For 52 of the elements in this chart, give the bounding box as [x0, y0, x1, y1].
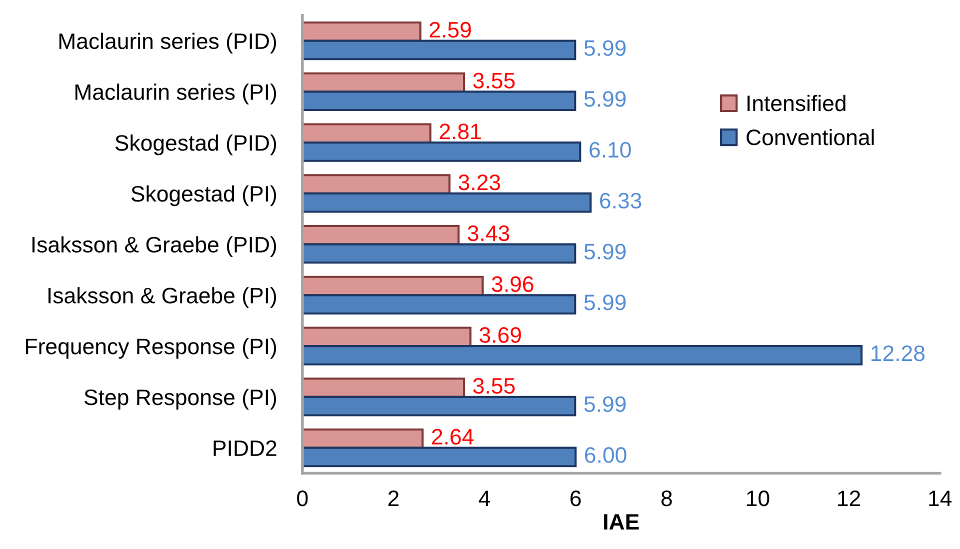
data-label: 5.99: [584, 244, 626, 260]
data-label: 3.69: [480, 327, 521, 343]
y-tick-label: Skogestad (PID): [115, 134, 276, 156]
data-label: 6.00: [585, 447, 626, 463]
data-label: 5.99: [584, 396, 626, 412]
bar: [302, 345, 863, 366]
y-tick-label: Maclaurin series (PI): [75, 84, 276, 104]
bar: [302, 396, 576, 416]
data-label: 6.33: [600, 192, 642, 209]
data-label: 12.28: [872, 345, 925, 362]
data-label: 6.10: [590, 142, 631, 158]
data-label: 3.23: [458, 174, 500, 190]
bar: [302, 21, 422, 42]
bar: [302, 294, 576, 315]
x-tick-label: 14: [929, 490, 952, 506]
x-tick-label: 0: [297, 490, 308, 506]
data-label: 5.99: [584, 294, 626, 310]
bar: [302, 142, 582, 162]
y-tick-label: Maclaurin series (PID): [59, 32, 276, 54]
y-tick-label: Isaksson & Graebe (PI): [48, 287, 276, 308]
data-label: 3.55: [473, 378, 515, 394]
bar: [302, 40, 576, 60]
y-tick-label: PIDD2: [214, 440, 276, 456]
x-tick-label: 4: [478, 490, 490, 506]
legend-label: Intensified: [748, 94, 846, 112]
bar: [302, 224, 460, 246]
y-tick-label: Skogestad (PI): [131, 185, 276, 206]
y-tick-label: Frequency Response (PI): [26, 338, 276, 359]
data-label: 3.96: [492, 276, 534, 292]
data-label: 2.81: [440, 124, 481, 140]
data-label: 2.59: [430, 22, 471, 38]
data-label: 3.55: [473, 72, 515, 88]
x-tick-label: 10: [747, 490, 770, 506]
x-axis-title: IAE: [604, 514, 639, 530]
bar: [302, 428, 424, 449]
x-tick-label: 12: [838, 490, 860, 506]
bar: [302, 243, 576, 264]
bar: [302, 192, 592, 213]
y-tick-label: Isaksson & Graebe (PID): [32, 236, 276, 257]
data-label: 3.43: [468, 225, 510, 242]
data-label: 2.64: [432, 428, 474, 445]
bar: [302, 174, 451, 194]
legend-label: Conventional: [746, 128, 874, 146]
data-label: 5.99: [584, 91, 626, 107]
data-label: 5.99: [584, 40, 626, 56]
x-tick-label: 8: [661, 490, 672, 506]
bar: [302, 90, 576, 112]
bar: [302, 378, 466, 398]
x-tick-label: 6: [570, 490, 581, 506]
bar: [302, 446, 577, 468]
x-tick-label: 2: [388, 490, 399, 506]
y-tick-label: Step Response (PI): [84, 388, 276, 410]
